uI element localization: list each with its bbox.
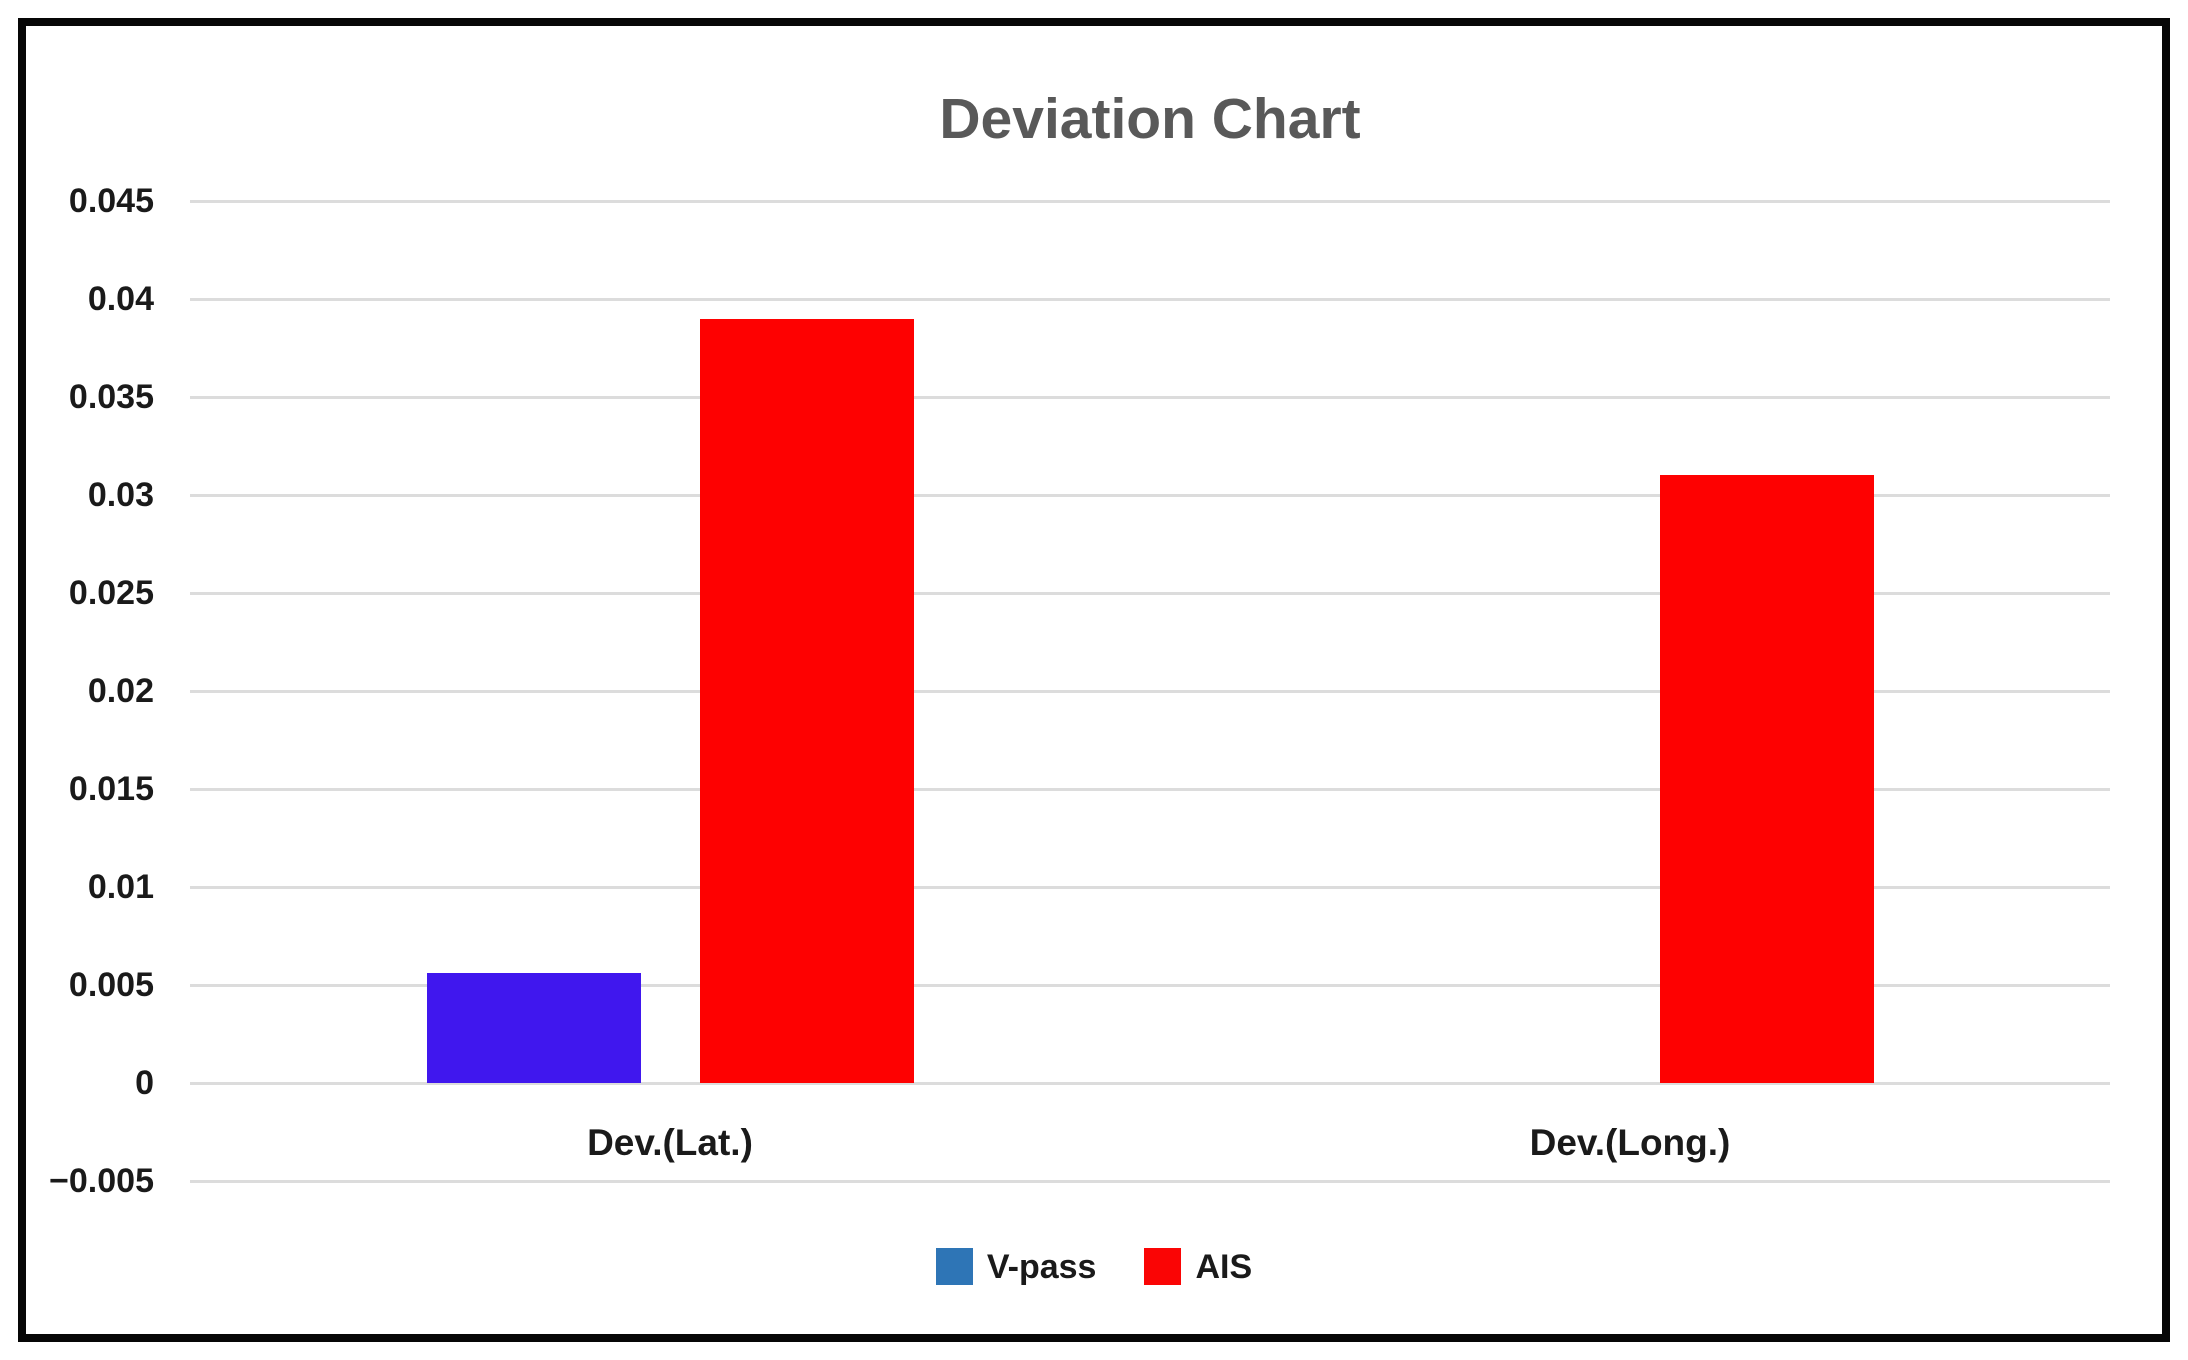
legend-swatch-icon-ais <box>1144 1248 1182 1285</box>
y-axis-tick-label: 0.01 <box>87 868 154 906</box>
gridline <box>190 690 2110 693</box>
gridline <box>190 200 2110 203</box>
chart-title: Deviation Chart <box>939 87 1361 151</box>
y-axis-tick-label: 0.04 <box>87 280 154 318</box>
y-axis-tick-label: 0.035 <box>68 378 154 416</box>
gridline <box>190 788 2110 791</box>
gridline <box>190 1180 2110 1183</box>
legend-item-vpass: V-pass <box>935 1247 1097 1286</box>
gridline <box>190 592 2110 595</box>
x-category-label-devlat: Dev.(Lat.) <box>587 1122 753 1163</box>
legend-swatch-icon-vpass <box>935 1248 973 1285</box>
legend-label-vpass: V-pass <box>986 1247 1097 1286</box>
y-axis-tick-label: 0.015 <box>68 770 154 808</box>
legend-label-ais: AIS <box>1195 1247 1253 1286</box>
y-axis-tick-label: 0.045 <box>68 182 154 220</box>
deviation-chart: Deviation Chart V-pass AIS 0.045 0.04 0.035… <box>26 26 2162 1334</box>
y-axis-tick-label: 0.025 <box>68 574 154 612</box>
bar-ais-devlong <box>1659 475 1874 1083</box>
gridline <box>190 1082 2110 1085</box>
gridline <box>190 396 2110 399</box>
x-category-label-devlong: Dev.(Long.) <box>1529 1122 1731 1163</box>
bar-vpass-devlat <box>426 973 641 1083</box>
bar-ais-devlat <box>699 319 914 1083</box>
y-axis-tick-label: 0 <box>135 1064 154 1102</box>
y-axis-tick-label: −0.005 <box>49 1162 154 1200</box>
y-axis-tick-label: 0.005 <box>68 966 154 1004</box>
gridline <box>190 984 2110 987</box>
gridline <box>190 886 2110 889</box>
y-axis-tick-label: 0.02 <box>87 672 154 710</box>
legend-item-ais: AIS <box>1144 1248 1252 1285</box>
gridline <box>190 298 2110 301</box>
gridline <box>190 494 2110 497</box>
chart-legend: V-pass AIS <box>26 1248 2162 1285</box>
y-axis-tick-label: 0.03 <box>87 476 154 514</box>
chart-outer-frame: Deviation Chart V-pass AIS 0.045 0.04 0.035… <box>18 18 2170 1342</box>
